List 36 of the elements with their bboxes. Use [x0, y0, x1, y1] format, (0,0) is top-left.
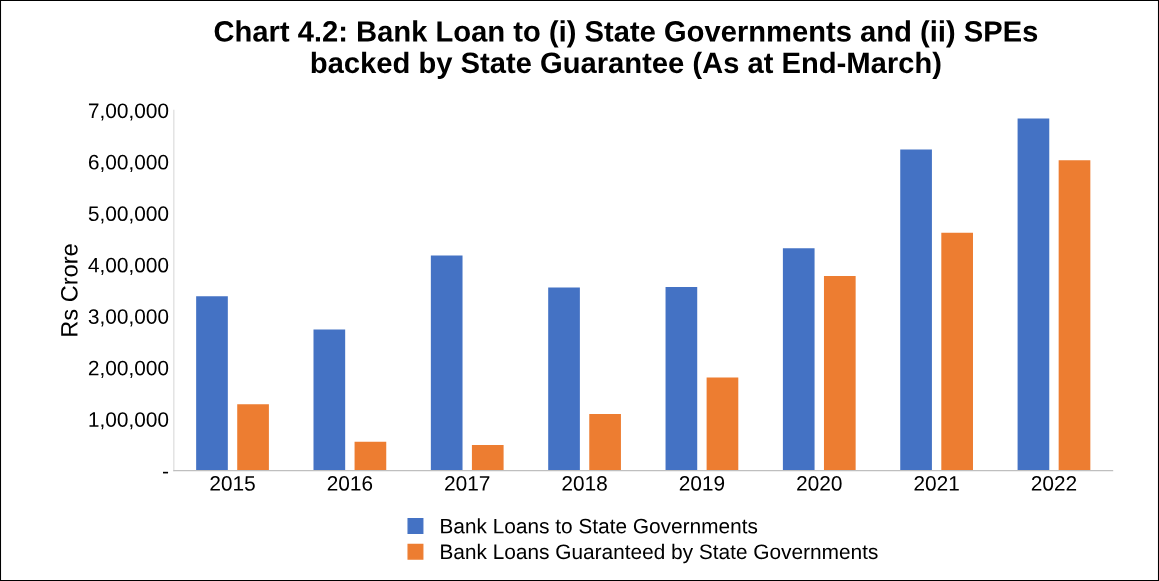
y-tick-label: 3,00,000 — [88, 309, 169, 327]
y-tick-label: 5,00,000 — [88, 206, 169, 224]
x-tick-label: 2015 — [210, 476, 255, 491]
bar — [471, 444, 504, 471]
legend-label: Bank Loans to State Governments — [441, 518, 758, 534]
x-tick-label: 2020 — [797, 476, 842, 491]
bar — [706, 377, 739, 471]
bar — [548, 287, 580, 471]
y-tick-label: 2,00,000 — [88, 360, 169, 378]
bar — [823, 276, 856, 471]
chart-title: Chart 4.2: Bank Loan to (i) State Governments and (ii) SPEs backed by State Guarantee (As at End-March) — [214, 20, 1038, 79]
bar — [1058, 160, 1091, 471]
bar — [665, 286, 698, 471]
y-axis-title: Rs Crore — [60, 244, 78, 336]
bar — [1017, 118, 1050, 471]
bar — [196, 296, 228, 471]
bar — [589, 414, 621, 471]
bar — [941, 232, 973, 471]
x-tick-label: 2019 — [679, 476, 725, 491]
bar — [782, 248, 815, 471]
x-tick-label: 2021 — [914, 476, 959, 491]
y-tick-label: - — [162, 471, 169, 474]
x-tick-label: 2016 — [327, 476, 373, 491]
x-tick-label: 2018 — [562, 476, 607, 491]
bar — [430, 255, 463, 471]
bar — [900, 149, 932, 471]
y-tick-label: 4,00,000 — [88, 257, 169, 275]
legend-label: Bank Loans Guaranteed by State Governments — [441, 543, 878, 564]
y-tick-label: 6,00,000 — [88, 154, 169, 173]
x-tick-label: 2022 — [1031, 476, 1077, 491]
bar — [237, 404, 269, 471]
bar — [354, 441, 387, 471]
y-tick-label: 1,00,000 — [89, 412, 169, 430]
bar — [313, 329, 346, 471]
x-tick-label: 2017 — [445, 476, 490, 491]
y-tick-label: 7,00,000 — [88, 103, 169, 121]
